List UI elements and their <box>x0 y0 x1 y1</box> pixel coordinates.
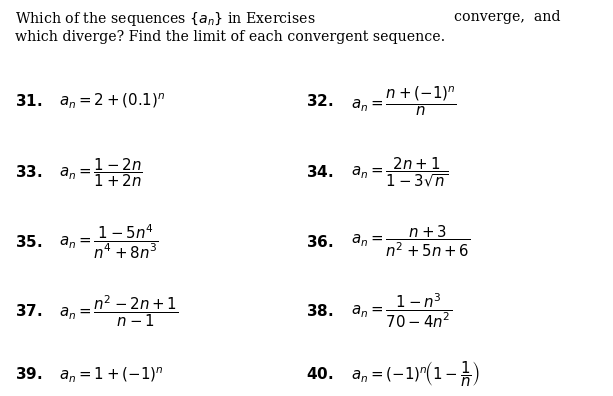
Text: $a_n = \dfrac{n^2 - 2n + 1}{n - 1}$: $a_n = \dfrac{n^2 - 2n + 1}{n - 1}$ <box>59 293 179 329</box>
Text: $a_n = 1 + (-1)^n$: $a_n = 1 + (-1)^n$ <box>59 365 164 384</box>
Text: Which of the sequences $\{a_n\}$ in Exercises: Which of the sequences $\{a_n\}$ in Exer… <box>15 10 316 28</box>
Text: $a_n = \dfrac{n + (-1)^n}{n}$: $a_n = \dfrac{n + (-1)^n}{n}$ <box>351 84 456 118</box>
Text: $\bf{35.}$: $\bf{35.}$ <box>15 234 43 249</box>
Text: $a_n = \dfrac{1 - 5n^4}{n^4 + 8n^3}$: $a_n = \dfrac{1 - 5n^4}{n^4 + 8n^3}$ <box>59 223 159 261</box>
Text: $a_n = \dfrac{n + 3}{n^2 + 5n + 6}$: $a_n = \dfrac{n + 3}{n^2 + 5n + 6}$ <box>351 224 470 259</box>
Text: $a_n = \dfrac{1 - 2n}{1 + 2n}$: $a_n = \dfrac{1 - 2n}{1 + 2n}$ <box>59 156 143 188</box>
Text: $\bf{37.}$: $\bf{37.}$ <box>15 303 43 319</box>
Text: converge,  and: converge, and <box>454 10 560 24</box>
Text: $\bf{36.}$: $\bf{36.}$ <box>306 234 334 249</box>
Text: which diverge? Find the limit of each convergent sequence.: which diverge? Find the limit of each co… <box>15 30 446 44</box>
Text: $\bf{40.}$: $\bf{40.}$ <box>306 366 334 382</box>
Text: $\bf{33.}$: $\bf{33.}$ <box>15 164 43 180</box>
Text: $a_n = 2 + (0.1)^n$: $a_n = 2 + (0.1)^n$ <box>59 91 166 110</box>
Text: $\bf{38.}$: $\bf{38.}$ <box>306 303 334 319</box>
Text: $\bf{39.}$: $\bf{39.}$ <box>15 366 43 382</box>
Text: $\bf{31.}$: $\bf{31.}$ <box>15 93 43 109</box>
Text: $\bf{32.}$: $\bf{32.}$ <box>306 93 334 109</box>
Text: $a_n = \dfrac{2n + 1}{1 - 3\sqrt{n}}$: $a_n = \dfrac{2n + 1}{1 - 3\sqrt{n}}$ <box>351 156 447 189</box>
Text: $\bf{34.}$: $\bf{34.}$ <box>306 164 334 180</box>
Text: $a_n = (-1)^n\!\left(1 - \dfrac{1}{n}\right)$: $a_n = (-1)^n\!\left(1 - \dfrac{1}{n}\ri… <box>351 360 479 389</box>
Text: $a_n = \dfrac{1 - n^3}{70 - 4n^2}$: $a_n = \dfrac{1 - n^3}{70 - 4n^2}$ <box>351 292 452 330</box>
